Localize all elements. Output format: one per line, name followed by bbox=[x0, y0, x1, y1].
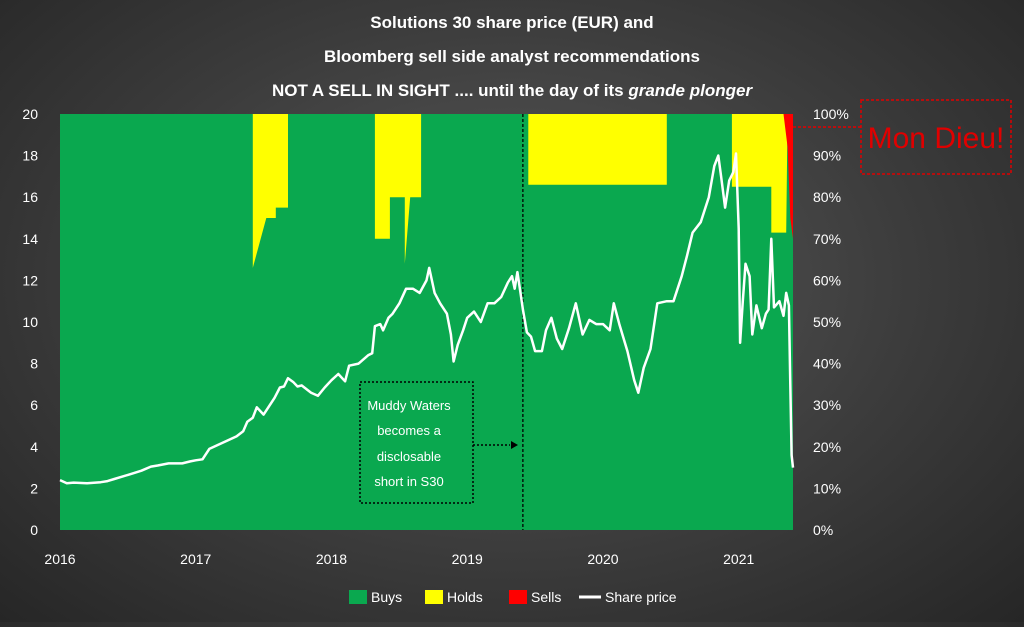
y-left-tick-label: 6 bbox=[30, 397, 38, 413]
y-left-tick-label: 18 bbox=[22, 148, 38, 164]
legend-swatch bbox=[509, 590, 527, 604]
y-right-tick-label: 60% bbox=[813, 272, 841, 288]
legend-label: Sells bbox=[531, 589, 561, 605]
callout-box bbox=[860, 99, 1012, 175]
y-right-tick-label: 70% bbox=[813, 231, 841, 247]
right-axis: 0% 10% 20% 30% 40% 50% 60% 70% 80% 90% 100% bbox=[813, 106, 849, 538]
x-axis: 2016 2017 2018 2019 2020 2021 bbox=[44, 551, 754, 567]
title-line-3: NOT A SELL IN SIGHT .... until the day o… bbox=[272, 81, 754, 100]
y-right-tick-label: 40% bbox=[813, 356, 841, 372]
callout-text: Mon Dieu! bbox=[868, 122, 1005, 155]
y-right-tick-label: 80% bbox=[813, 189, 841, 205]
annotation-arrow-head bbox=[511, 441, 518, 449]
y-left-tick-label: 8 bbox=[30, 356, 38, 372]
left-axis: 0 2 4 6 8 10 12 14 16 18 20 bbox=[22, 106, 38, 538]
y-left-tick-label: 16 bbox=[22, 189, 38, 205]
annotation-line-1: Muddy Waters bbox=[367, 398, 451, 413]
chart-title: Solutions 30 share price (EUR) and Bloom… bbox=[272, 13, 754, 100]
sells-band bbox=[738, 114, 793, 239]
y-left-tick-label: 4 bbox=[30, 439, 38, 455]
legend-swatch bbox=[425, 590, 443, 604]
y-right-tick-label: 10% bbox=[813, 480, 841, 496]
sells-layer bbox=[738, 114, 793, 239]
y-left-tick-label: 12 bbox=[22, 272, 38, 288]
mon-dieu-callout: Mon Dieu! bbox=[793, 99, 1012, 175]
price-layer bbox=[59, 152, 795, 485]
title-line-1: Solutions 30 share price (EUR) and bbox=[370, 13, 653, 32]
legend-swatch bbox=[349, 590, 367, 604]
holds-band bbox=[60, 114, 793, 268]
annotation-line-4: short in S30 bbox=[374, 474, 443, 489]
share-price-line bbox=[59, 152, 795, 485]
y-left-tick-label: 0 bbox=[30, 522, 38, 538]
x-tick-label: 2019 bbox=[452, 551, 483, 567]
title-italic-phrase: grande plonger bbox=[627, 81, 753, 100]
y-left-tick-label: 10 bbox=[22, 314, 38, 330]
holds-layer bbox=[60, 114, 793, 268]
y-left-tick-label: 14 bbox=[22, 231, 38, 247]
legend-label: Share price bbox=[605, 589, 677, 605]
x-tick-label: 2017 bbox=[180, 551, 211, 567]
y-right-tick-label: 50% bbox=[813, 314, 841, 330]
y-left-tick-label: 20 bbox=[22, 106, 38, 122]
title-line-2: Bloomberg sell side analyst recommendati… bbox=[324, 47, 700, 66]
annotation-line-3: disclosable bbox=[377, 449, 441, 464]
legend: Buys Holds Sells Share price bbox=[349, 589, 677, 605]
title-line-3-main: NOT A SELL IN SIGHT .... until the day o… bbox=[272, 81, 628, 100]
muddy-waters-annotation: Muddy Waters becomes a disclosable short… bbox=[359, 381, 518, 504]
y-right-tick-label: 0% bbox=[813, 522, 833, 538]
annotation-box bbox=[359, 381, 474, 504]
y-right-tick-label: 30% bbox=[813, 397, 841, 413]
y-right-tick-label: 20% bbox=[813, 439, 841, 455]
annotation-line-2: becomes a bbox=[377, 423, 441, 438]
x-tick-label: 2016 bbox=[44, 551, 75, 567]
x-tick-label: 2018 bbox=[316, 551, 347, 567]
legend-label: Holds bbox=[447, 589, 483, 605]
legend-label: Buys bbox=[371, 589, 402, 605]
x-tick-label: 2020 bbox=[587, 551, 618, 567]
y-left-tick-label: 2 bbox=[30, 480, 38, 496]
x-tick-label: 2021 bbox=[723, 551, 754, 567]
y-right-tick-label: 100% bbox=[813, 106, 849, 122]
y-right-tick-label: 90% bbox=[813, 148, 841, 164]
